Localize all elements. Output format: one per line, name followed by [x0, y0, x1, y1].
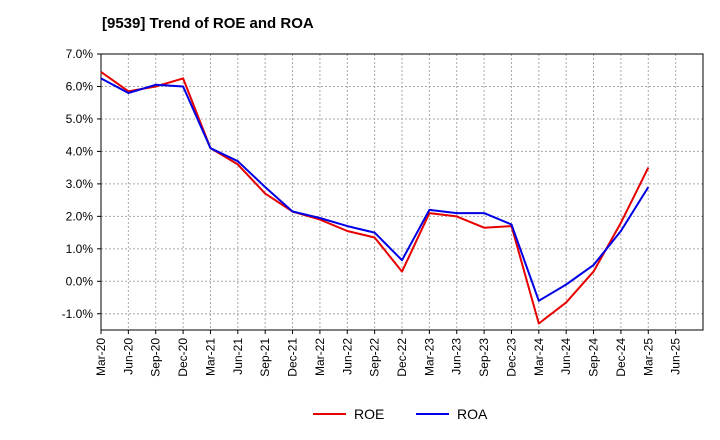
x-tick-label: Sep-24 [587, 338, 601, 377]
y-tick-label: -1.0% [62, 307, 94, 321]
legend-label: ROA [457, 406, 488, 422]
x-tick-label: Jun-22 [340, 338, 354, 375]
legend-item-roe: ROE [313, 406, 384, 422]
x-tick-label: Dec-24 [614, 338, 628, 377]
x-tick-label: Mar-20 [94, 338, 108, 376]
series-line-roe [100, 71, 650, 325]
x-tick-label: Jun-20 [121, 338, 135, 375]
x-tick-label: Jun-21 [231, 338, 245, 375]
x-tick-label: Sep-23 [477, 338, 491, 377]
legend: ROE ROA [313, 406, 488, 422]
chart-title: [9539] Trend of ROE and ROA [102, 15, 314, 32]
grid-lines [101, 53, 703, 330]
legend-item-roa: ROA [416, 406, 488, 422]
y-tick-label: 3.0% [66, 177, 94, 191]
y-axis-ticks: 7.0% 6.0% 5.0% 4.0% 3.0% 2.0% 1.0% 0.0% -1.0% [62, 47, 101, 321]
x-tick-label: Dec-21 [286, 338, 300, 377]
y-tick-label: 2.0% [66, 209, 94, 223]
x-tick-label: Mar-25 [641, 338, 655, 376]
x-tick-label: Sep-21 [258, 338, 272, 377]
x-axis-ticks: Mar-20 Jun-20 Sep-20 Dec-20 Mar-21 Jun-21 Sep-… [94, 330, 683, 377]
x-tick-label: Mar-24 [532, 338, 546, 376]
x-tick-label: Dec-22 [395, 338, 409, 377]
y-tick-label: 4.0% [66, 144, 94, 158]
x-tick-label: Sep-20 [149, 338, 163, 377]
x-tick-label: Mar-21 [203, 338, 217, 376]
x-tick-label: Jun-25 [669, 338, 683, 375]
series-lines [100, 71, 650, 325]
y-tick-label: 6.0% [66, 79, 94, 93]
x-tick-label: Mar-23 [422, 338, 436, 376]
x-tick-label: Mar-22 [313, 338, 327, 376]
x-tick-label: Sep-22 [368, 338, 382, 377]
y-tick-label: 0.0% [66, 274, 94, 288]
legend-label: ROE [354, 406, 384, 422]
y-tick-label: 7.0% [66, 47, 94, 61]
series-line-roa [100, 77, 650, 302]
x-tick-label: Jun-23 [450, 338, 464, 375]
x-tick-label: Jun-24 [559, 338, 573, 375]
x-tick-label: Dec-23 [504, 338, 518, 377]
x-tick-label: Dec-20 [176, 338, 190, 377]
y-tick-label: 5.0% [66, 112, 94, 126]
y-tick-label: 1.0% [66, 242, 94, 256]
